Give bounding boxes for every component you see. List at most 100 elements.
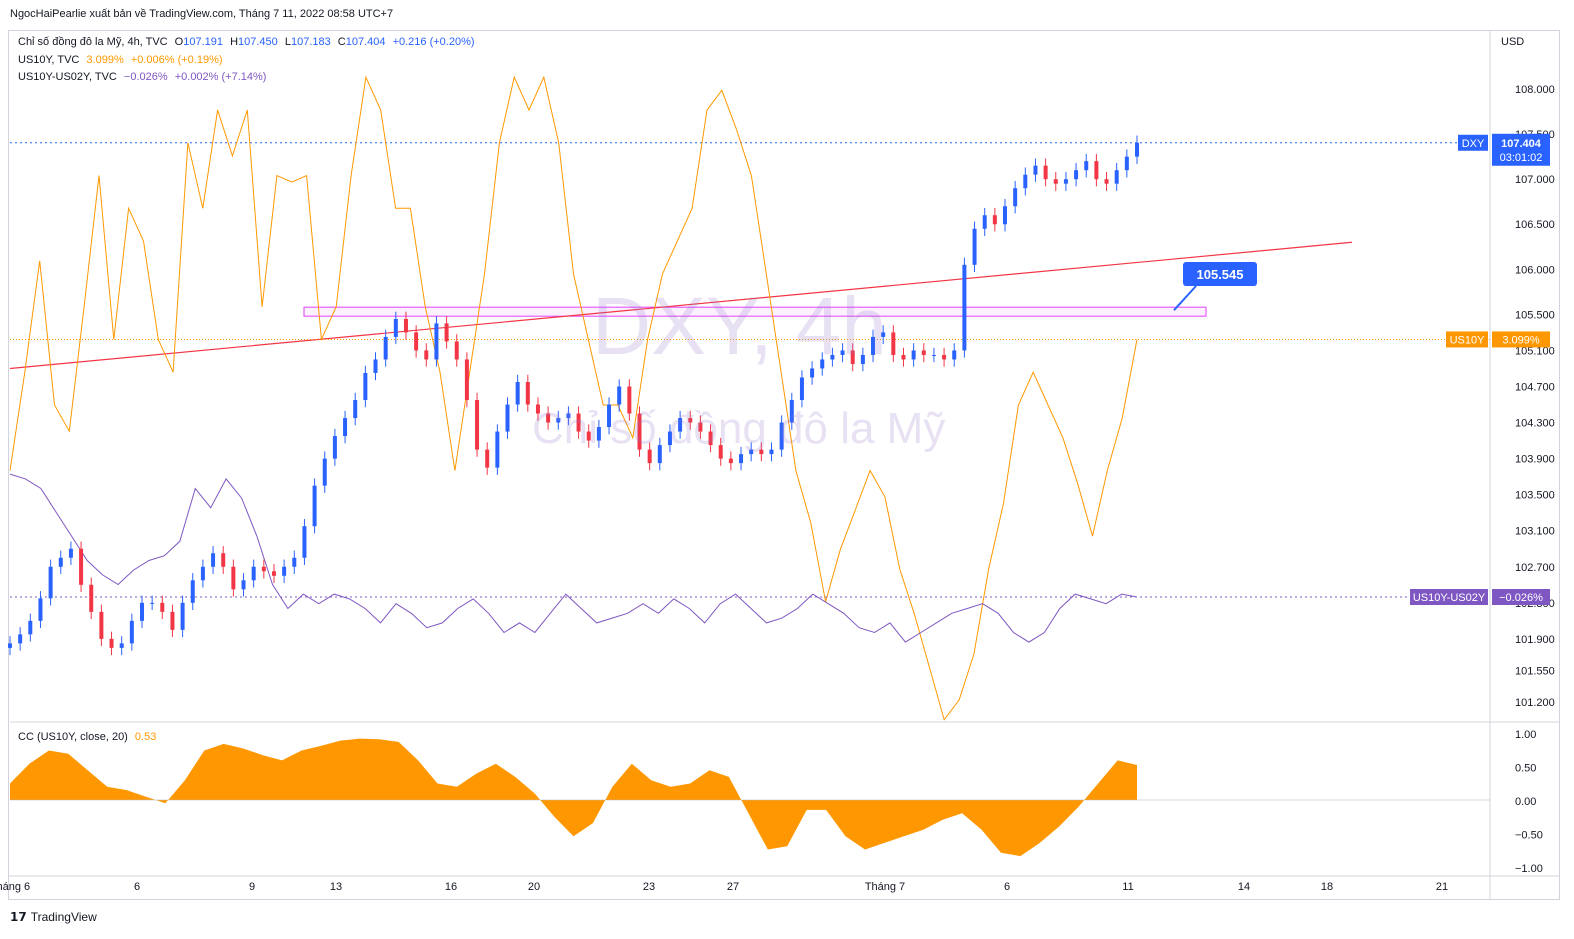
time-tick-label: 13: [330, 881, 342, 893]
us10y-tag-text: US10Y: [1450, 334, 1486, 346]
candle: [241, 580, 246, 590]
candle: [1094, 161, 1099, 180]
spread-line: [9, 473, 1138, 643]
candle: [810, 368, 815, 378]
legend-us10y[interactable]: US10Y, TVC 3.099% +0.006% (+0.19%): [18, 54, 227, 66]
trendline: [9, 241, 1353, 370]
candle: [454, 341, 459, 360]
candle: [200, 566, 205, 581]
candle: [1043, 165, 1048, 180]
candle: [211, 553, 216, 567]
candle: [718, 445, 723, 459]
candle: [972, 228, 977, 265]
candle: [190, 580, 195, 603]
resistance-zone: [303, 306, 1207, 317]
candle: [170, 611, 175, 630]
candle: [860, 354, 865, 364]
candle: [129, 620, 134, 644]
legend-open: O107.191: [174, 36, 223, 48]
candle: [495, 431, 500, 468]
candle: [434, 323, 439, 360]
candle: [221, 553, 226, 567]
candle: [596, 427, 601, 441]
candle: [89, 584, 94, 612]
price-tick-label: 104.700: [1515, 381, 1555, 393]
price-tick-label: 106.500: [1515, 219, 1555, 231]
candle: [535, 404, 540, 414]
legend-spread[interactable]: US10Y-US02Y, TVC −0.026% +0.002% (+7.14%…: [18, 71, 270, 83]
callout-pointer: [1173, 285, 1197, 311]
time-tick-label: 20: [528, 881, 540, 893]
candle: [251, 566, 256, 581]
time-tick-label: Tháng 7: [865, 881, 905, 893]
candle: [180, 602, 185, 630]
candle: [292, 557, 297, 567]
time-tick-label: 11: [1122, 881, 1133, 893]
legend-spread-symbol: US10Y-US02Y, TVC: [18, 71, 117, 83]
candle: [231, 566, 236, 590]
footer-brand-name: TradingView: [30, 910, 97, 924]
candle: [688, 418, 693, 423]
price-tick-label: 102.700: [1515, 562, 1555, 574]
dxy-price-box: [1492, 133, 1550, 166]
candle: [769, 449, 774, 455]
candle: [586, 431, 591, 441]
candle: [150, 602, 155, 604]
candle: [515, 381, 520, 405]
legend-main[interactable]: Chỉ số đồng đô la Mỹ, 4h, TVC O107.191 H…: [18, 36, 479, 48]
candle: [38, 598, 43, 621]
spread-tag-text: US10Y-US02Y: [1413, 592, 1486, 604]
candle: [8, 643, 12, 648]
publisher-line: NgocHaiPearlie xuất bản về TradingView.c…: [10, 8, 394, 20]
candle: [393, 318, 398, 337]
price-tick-label: 106.000: [1515, 264, 1555, 276]
candle: [931, 354, 936, 356]
time-tick-label: 14: [1238, 881, 1250, 893]
time-tick-label: Tháng 6: [0, 881, 30, 893]
legend-change: +0.216 (+0.20%): [392, 36, 475, 48]
legend-indicator-value: 0.53: [134, 731, 157, 743]
candle: [708, 431, 713, 446]
candle: [871, 336, 876, 355]
candle: [414, 332, 419, 351]
candle: [840, 350, 845, 355]
candle: [1003, 206, 1008, 225]
indicator-tick-label: 0.00: [1515, 796, 1536, 808]
footer-brand[interactable]: 𝟭𝟳 TradingView: [10, 910, 97, 924]
legend-us10y-value: 3.099%: [86, 54, 124, 66]
candle: [901, 354, 906, 360]
price-tick-label: 105.500: [1515, 309, 1555, 321]
candle: [1013, 188, 1018, 207]
candle: [617, 386, 622, 405]
price-tick-label: 107.000: [1515, 174, 1555, 186]
candle: [556, 418, 561, 423]
candle: [942, 354, 947, 360]
candle: [119, 643, 124, 648]
candle: [28, 620, 33, 635]
candle: [982, 215, 987, 229]
candle: [678, 418, 683, 432]
candle: [302, 526, 307, 558]
candle: [1114, 170, 1119, 184]
price-tick-label: 101.200: [1515, 697, 1555, 709]
candle: [403, 318, 408, 333]
time-tick-label: 18: [1321, 881, 1333, 893]
candle: [566, 413, 571, 419]
spread-price-box: [1492, 589, 1550, 605]
time-tick-label: 6: [134, 881, 140, 893]
candle: [779, 422, 784, 450]
candle: [962, 264, 967, 351]
legend-low: L107.183: [284, 36, 331, 48]
candle: [271, 571, 276, 576]
candle: [139, 602, 144, 621]
price-tick-label: 101.550: [1515, 665, 1555, 677]
candle: [363, 372, 368, 401]
candle: [881, 332, 886, 337]
candle: [627, 386, 632, 414]
legend-main-symbol: Chỉ số đồng đô la Mỹ, 4h, TVC: [18, 36, 168, 48]
price-tick-label: 108.000: [1515, 84, 1555, 96]
legend-close: C107.404: [337, 36, 386, 48]
legend-indicator[interactable]: CC (US10Y, close, 20) 0.53: [18, 731, 160, 743]
spread-price-text: −0.026%: [1499, 592, 1543, 604]
